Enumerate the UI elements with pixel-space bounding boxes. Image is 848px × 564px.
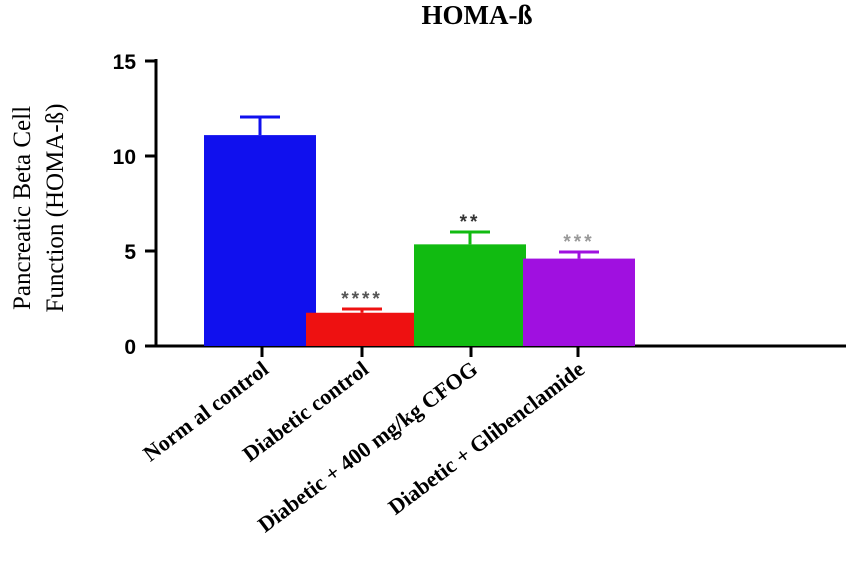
y-axis-label: Pancreatic Beta Cell Function (HOMA-ß) (9, 103, 69, 312)
y-tick-label: 15 (113, 51, 137, 74)
bar (204, 135, 316, 346)
significance-label: **** (341, 289, 383, 310)
chart-title: HOMA-ß (422, 0, 533, 30)
y-axis-label-line2: Function (HOMA-ß) (42, 103, 69, 312)
bar (523, 258, 635, 346)
y-tick-label: 10 (113, 146, 136, 169)
significance-label: *** (563, 232, 594, 253)
significance-label: ** (460, 212, 481, 233)
x-tick-label: Diabetic + Glibenclamide (383, 356, 589, 520)
x-tick-label: Diabetic + 400 mg/kg CFOG (253, 356, 482, 537)
bar (414, 244, 526, 346)
y-tick-label: 5 (124, 241, 136, 264)
y-tick-label: 0 (124, 336, 136, 359)
bars: ********* (204, 115, 635, 346)
y-ticks: 0 5 10 15 (113, 51, 156, 359)
y-axis-label-line1: Pancreatic Beta Cell (9, 106, 36, 310)
bar (306, 312, 418, 346)
